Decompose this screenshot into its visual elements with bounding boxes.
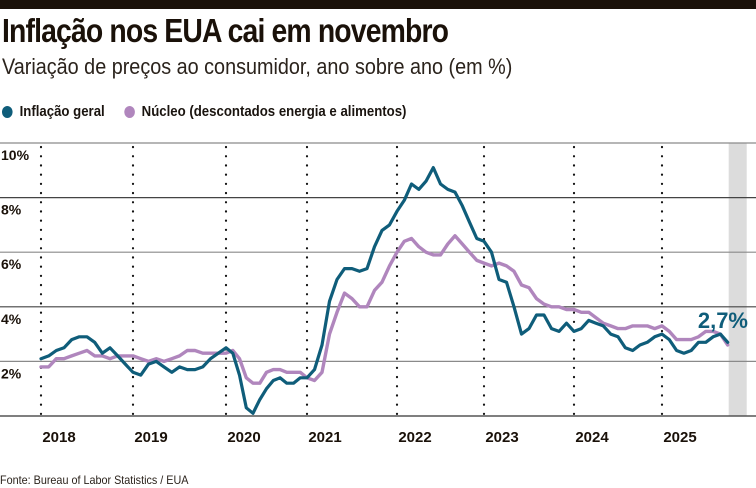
series-line-core	[39, 234, 730, 385]
y-tick-label: 4%	[1, 311, 22, 327]
top-rule	[0, 0, 756, 9]
legend-item-headline: Inflação geral	[2, 103, 105, 120]
latest-value-annotation: 2,7%	[698, 308, 748, 333]
legend-label-headline: Inflação geral	[19, 103, 105, 120]
x-tick-label: 2023	[485, 429, 518, 446]
legend-label-core: Núcleo (descontados energia e alimentos)	[141, 103, 407, 120]
x-tick-label: 2025	[663, 429, 696, 446]
y-tick-label: 2%	[1, 365, 22, 381]
x-tick-label: 2020	[227, 429, 260, 446]
x-tick-label: 2018	[42, 429, 75, 446]
y-tick-label: 10%	[1, 147, 30, 163]
legend-item-core: Núcleo (descontados energia e alimentos)	[124, 103, 406, 120]
y-tick-label: 6%	[1, 256, 22, 272]
x-tick-label: 2024	[575, 429, 609, 446]
legend: Inflação geral Núcleo (descontados energ…	[2, 103, 426, 120]
source-note: Fonte: Bureau of Labor Statistics / EUA	[0, 473, 189, 487]
chart-subtitle: Variação de preços ao consumidor, ano so…	[2, 54, 513, 79]
chart-title: Inflação nos EUA cai em novembro	[2, 12, 449, 49]
x-tick-label: 2021	[308, 429, 341, 446]
legend-dot-headline-icon	[2, 105, 13, 118]
legend-dot-core-icon	[124, 105, 135, 118]
x-tick-label: 2019	[134, 429, 167, 446]
latest-month-band	[728, 143, 747, 416]
y-tick-label: 8%	[1, 202, 22, 218]
x-tick-label: 2022	[398, 429, 431, 446]
series-line-headline	[39, 166, 730, 415]
